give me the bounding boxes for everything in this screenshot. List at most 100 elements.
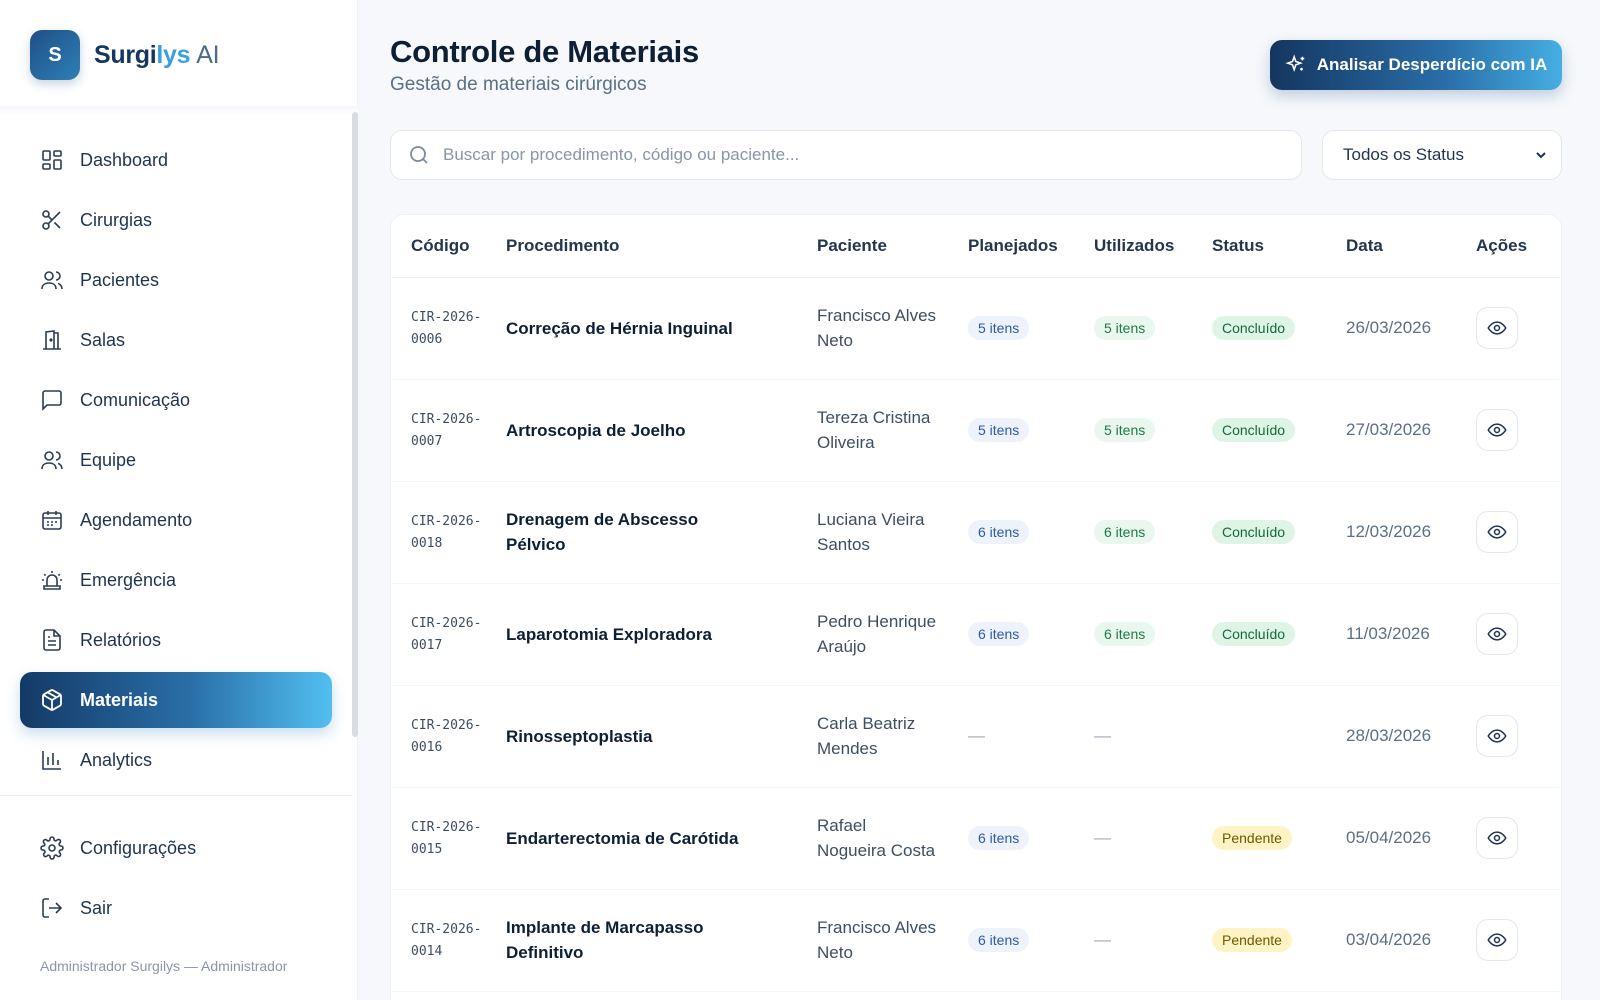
sidebar-item-configuracoes[interactable]: Configurações: [20, 820, 332, 876]
column-header-codigo[interactable]: Código: [391, 215, 506, 278]
sidebar-item-equipe[interactable]: Equipe: [20, 432, 332, 488]
current-user-label: Administrador Surgilys — Administrador: [40, 958, 288, 974]
table-row[interactable]: CIR-2026- 0006 Correção de Hérnia Inguin…: [391, 277, 1561, 379]
brand-logo: S: [30, 30, 80, 80]
procedure-name: Correção de Hérnia Inguinal: [506, 318, 733, 338]
logout-icon: [40, 896, 64, 920]
eye-icon: [1487, 627, 1507, 641]
eye-icon: [1487, 831, 1507, 845]
planned-count-badge: 6 itens: [968, 520, 1030, 544]
bar-chart-icon: [40, 748, 64, 772]
patient-name: Tereza Cristina Oliveira: [817, 408, 931, 452]
users-icon: [40, 268, 64, 292]
view-details-button[interactable]: [1476, 409, 1518, 451]
patient-name: Carla Beatriz Mendes: [817, 714, 916, 758]
view-details-button[interactable]: [1476, 511, 1518, 553]
status-filter-select[interactable]: Todos os Status: [1322, 130, 1562, 180]
surgery-date: 26/03/2026: [1346, 318, 1432, 337]
sidebar-scrollbar[interactable]: [352, 112, 358, 737]
search-box: [390, 130, 1302, 180]
sidebar-item-label: Configurações: [80, 837, 197, 858]
sidebar-item-materiais[interactable]: Materiais: [20, 672, 332, 728]
eye-icon: [1487, 423, 1507, 437]
sidebar-item-label: Emergência: [80, 569, 177, 590]
table-row[interactable]: CIR-2026- 0016 Rinosseptoplastia Carla B…: [391, 685, 1561, 787]
procedure-name: Endarterectomia de Carótida: [506, 828, 739, 848]
surgery-date: 28/03/2026: [1346, 726, 1432, 745]
brand-name-part2: lys: [156, 40, 191, 69]
brand-name-part1: Surgi: [94, 40, 157, 69]
used-count-empty: —: [1094, 930, 1111, 949]
sidebar-item-salas[interactable]: Salas: [20, 312, 332, 368]
column-header-utilizados[interactable]: Utilizados: [1094, 215, 1212, 278]
surgery-date: 05/04/2026: [1346, 828, 1432, 847]
column-header-paciente[interactable]: Paciente: [817, 215, 968, 278]
column-header-procedimento[interactable]: Procedimento: [506, 215, 817, 278]
sidebar-item-label: Pacientes: [80, 269, 160, 290]
analyze-waste-ai-button[interactable]: Analisar Desperdício com IA: [1270, 40, 1562, 90]
patient-name: Francisco Alves Neto: [817, 306, 937, 350]
sidebar-item-emergencia[interactable]: Emergência: [20, 552, 332, 608]
brand-name-ai: AI: [196, 40, 220, 69]
procedure-name: Drenagem de Abscesso Pélvico: [506, 510, 699, 554]
surgery-date: 11/03/2026: [1346, 624, 1430, 643]
used-count-empty: —: [1094, 828, 1111, 847]
used-count-badge: 6 itens: [1094, 622, 1156, 646]
sidebar-item-label: Cirurgias: [80, 209, 153, 230]
view-details-button[interactable]: [1476, 817, 1518, 859]
view-details-button[interactable]: [1476, 919, 1518, 961]
view-details-button[interactable]: [1476, 307, 1518, 349]
sidebar-item-cirurgias[interactable]: Cirurgias: [20, 192, 332, 248]
sidebar-nav: Dashboard Cirurgias Pacientes Salas Comu…: [20, 132, 332, 792]
table-row[interactable]: CIR-2026- 0015 Endarterectomia de Caróti…: [391, 787, 1561, 889]
procedure-name: Laparotomia Exploradora: [506, 624, 712, 644]
procedure-name: Implante de Marcapasso Definitivo: [506, 918, 704, 962]
eye-icon: [1487, 525, 1507, 539]
planned-count-badge: 6 itens: [968, 928, 1030, 952]
sidebar-item-pacientes[interactable]: Pacientes: [20, 252, 332, 308]
brand-separator: [0, 106, 358, 116]
search-input[interactable]: [443, 145, 1301, 165]
brand[interactable]: S Surgilys AI: [30, 30, 220, 80]
status-filter-value: Todos os Status: [1343, 145, 1464, 164]
door-icon: [40, 328, 64, 352]
status-badge: Concluído: [1212, 622, 1296, 646]
view-details-button[interactable]: [1476, 715, 1518, 757]
table-row[interactable]: CIR-2026- 0007 Artroscopia de Joelho Ter…: [391, 379, 1561, 481]
sidebar-item-label: Materiais: [80, 689, 159, 710]
sidebar-item-relatorios[interactable]: Relatórios: [20, 612, 332, 668]
main-content: Controle de Materiais Gestão de materiai…: [390, 0, 1562, 1000]
planned-count-badge: 5 itens: [968, 316, 1030, 340]
sidebar-item-comunicacao[interactable]: Comunicação: [20, 372, 332, 428]
status-badge: Pendente: [1212, 826, 1292, 850]
table-header-row: Código Procedimento Paciente Planejados …: [391, 215, 1561, 278]
column-header-data[interactable]: Data: [1346, 215, 1476, 278]
surgery-code: CIR-2026- 0017: [411, 616, 482, 653]
column-header-planejados[interactable]: Planejados: [968, 215, 1094, 278]
sidebar-item-label: Agendamento: [80, 509, 193, 530]
sidebar-item-dashboard[interactable]: Dashboard: [20, 132, 332, 188]
sidebar-item-label: Comunicação: [80, 389, 191, 410]
page-title: Controle de Materiais: [390, 34, 699, 69]
planned-count-badge: 6 itens: [968, 622, 1030, 646]
surgery-code: CIR-2026- 0018: [411, 514, 482, 551]
surgery-code: CIR-2026- 0015: [411, 820, 482, 857]
siren-icon: [40, 568, 64, 592]
sidebar-item-sair[interactable]: Sair: [20, 880, 332, 936]
patient-name: Francisco Alves Neto: [817, 918, 937, 962]
gear-icon: [40, 836, 64, 860]
brand-letter: S: [48, 43, 62, 66]
column-header-status[interactable]: Status: [1212, 215, 1346, 278]
view-details-button[interactable]: [1476, 613, 1518, 655]
table-row[interactable]: CIR-2026- 0017 Laparotomia Exploradora P…: [391, 583, 1561, 685]
patient-name: Pedro Henrique Araújo: [817, 612, 937, 656]
sidebar-item-agendamento[interactable]: Agendamento: [20, 492, 332, 548]
eye-icon: [1487, 729, 1507, 743]
status-badge: Concluído: [1212, 520, 1296, 544]
table-row[interactable]: CIR-2026- 0014 Implante de Marcapasso De…: [391, 889, 1561, 991]
sidebar-item-analytics[interactable]: Analytics: [20, 732, 332, 788]
box-icon: [40, 688, 64, 712]
planned-count-empty: —: [968, 726, 985, 745]
status-badge: Pendente: [1212, 928, 1292, 952]
table-row[interactable]: CIR-2026- 0018 Drenagem de Abscesso Pélv…: [391, 481, 1561, 583]
